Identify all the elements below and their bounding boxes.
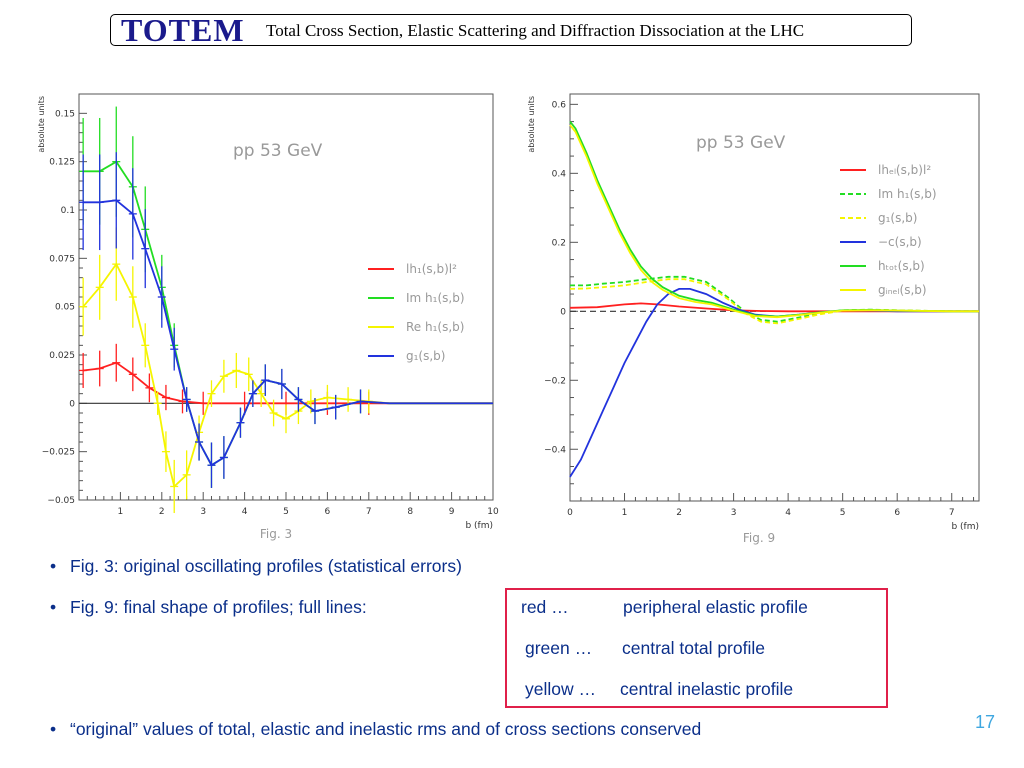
y-tick-label: 0.125 — [49, 158, 75, 168]
series-line — [569, 124, 979, 319]
y-tick-label: −0.05 — [47, 496, 75, 506]
series-3: g₁(s,b) — [79, 152, 493, 488]
y-tick-label: −0.2 — [544, 376, 566, 386]
x-axis-label: b (fm) — [465, 521, 493, 531]
header-banner: TOTEM Total Cross Section, Elastic Scatt… — [110, 12, 912, 48]
x-tick-label: 4 — [785, 508, 791, 518]
bullet-text: Fig. 3: original oscillating profiles (s… — [70, 556, 462, 576]
x-tick-label: 6 — [325, 507, 331, 517]
y-axis-label: absolute units — [527, 96, 536, 153]
x-tick-label: 6 — [894, 508, 900, 518]
box-green-label: green … — [525, 638, 593, 658]
y-tick-label: −0.4 — [544, 445, 566, 455]
figure-9-chart: 0.6 0.4 0.2 0 −0.2 −0.4 0 1 2 3 4 5 6 7 absolute units… — [527, 93, 980, 545]
x-tick-label: 3 — [731, 508, 737, 518]
legend-label: hₜₒₜ(s,b) — [878, 259, 925, 273]
y-tick-label: 0.6 — [552, 100, 567, 110]
totem-logo: TOTEM — [121, 12, 245, 48]
legend-label: lh₁(s,b)l² — [406, 262, 457, 276]
bullet-text: Fig. 9: final shape of profiles; full li… — [70, 597, 367, 617]
bullet-dot: • — [50, 556, 57, 576]
legend-label: Im h₁(s,b) — [406, 291, 465, 305]
y-tick-label: 0.1 — [61, 206, 75, 216]
slide-title: Total Cross Section, Elastic Scattering … — [266, 21, 805, 40]
series-line — [83, 160, 493, 467]
legend-label: −c(s,b) — [878, 235, 922, 249]
series-line — [83, 199, 493, 467]
x-tick-label: 3 — [200, 507, 206, 517]
x-tick-label: 5 — [840, 508, 846, 518]
figure-label: Fig. 3 — [260, 527, 292, 541]
box-red-desc: peripheral elastic profile — [623, 597, 808, 617]
series-0: lh₁(s,b)l² — [79, 262, 493, 415]
x-tick-label: 9 — [449, 507, 455, 517]
legend-label: Re h₁(s,b) — [406, 320, 464, 334]
y-tick-label: 0.025 — [49, 351, 75, 361]
y-tick-label: 0.075 — [49, 254, 75, 264]
bullet-fig9: • Fig. 9: final shape of profiles; full l… — [50, 597, 367, 618]
bullet-dot: • — [50, 597, 57, 617]
series-line — [82, 361, 493, 405]
x-tick-label: 1 — [622, 508, 628, 518]
legend-label: g₁(s,b) — [406, 349, 445, 363]
color-legend-box — [505, 588, 888, 708]
legend-label: Im h₁(s,b) — [878, 187, 937, 201]
series-5: gᵢₙₑₗ(s,b) — [569, 124, 979, 319]
x-tick-label: 2 — [676, 508, 682, 518]
x-tick-label: 10 — [487, 507, 499, 517]
x-tick-label: 5 — [283, 507, 289, 517]
figure-label: Fig. 9 — [743, 531, 775, 545]
x-tick-label: 8 — [407, 507, 413, 517]
figure-3-chart: 0.15 0.125 0.1 0.075 0.05 0.025 0 −0.025 −0.05 1 2… — [37, 93, 499, 541]
page-number: 17 — [975, 712, 996, 732]
plot-frame — [569, 93, 980, 502]
x-tick-label: 4 — [242, 507, 248, 517]
x-tick-label: 2 — [159, 507, 165, 517]
legend-label: lhₑₗ(s,b)l² — [878, 163, 931, 177]
box-yellow-desc: central inelastic profile — [620, 679, 794, 699]
y-axis-label: absolute units — [37, 96, 46, 153]
y-tick-label: 0.4 — [552, 169, 567, 179]
x-tick-label: 0 — [567, 508, 573, 518]
legend-label: g₁(s,b) — [878, 211, 917, 225]
bullet-rms: • “original” values of total, elastic and… — [50, 719, 701, 740]
y-tick-label: 0.2 — [552, 238, 566, 248]
x-axis-label: b (fm) — [951, 522, 979, 532]
energy-annotation: pp 53 GeV — [696, 133, 786, 153]
x-tick-label: 1 — [118, 507, 124, 517]
y-tick-label: −0.025 — [42, 448, 75, 458]
y-tick-label: 0.15 — [55, 109, 75, 119]
box-green-desc: central total profile — [622, 638, 765, 658]
y-tick-label: 0 — [560, 307, 566, 317]
legend-label: gᵢₙₑₗ(s,b) — [878, 283, 927, 297]
bullet-fig3: • Fig. 3: original oscillating profiles (… — [50, 556, 462, 577]
y-tick-label: 0 — [69, 399, 75, 409]
x-tick-label: 7 — [949, 508, 955, 518]
bullet-text: “original” values of total, elastic and … — [70, 719, 702, 739]
y-tick-label: 0.05 — [55, 303, 75, 313]
box-yellow-label: yellow … — [525, 679, 596, 699]
x-tick-label: 7 — [366, 507, 372, 517]
energy-annotation: pp 53 GeV — [233, 141, 323, 161]
bullet-dot: • — [50, 719, 57, 739]
box-red-label: red … — [521, 597, 569, 617]
